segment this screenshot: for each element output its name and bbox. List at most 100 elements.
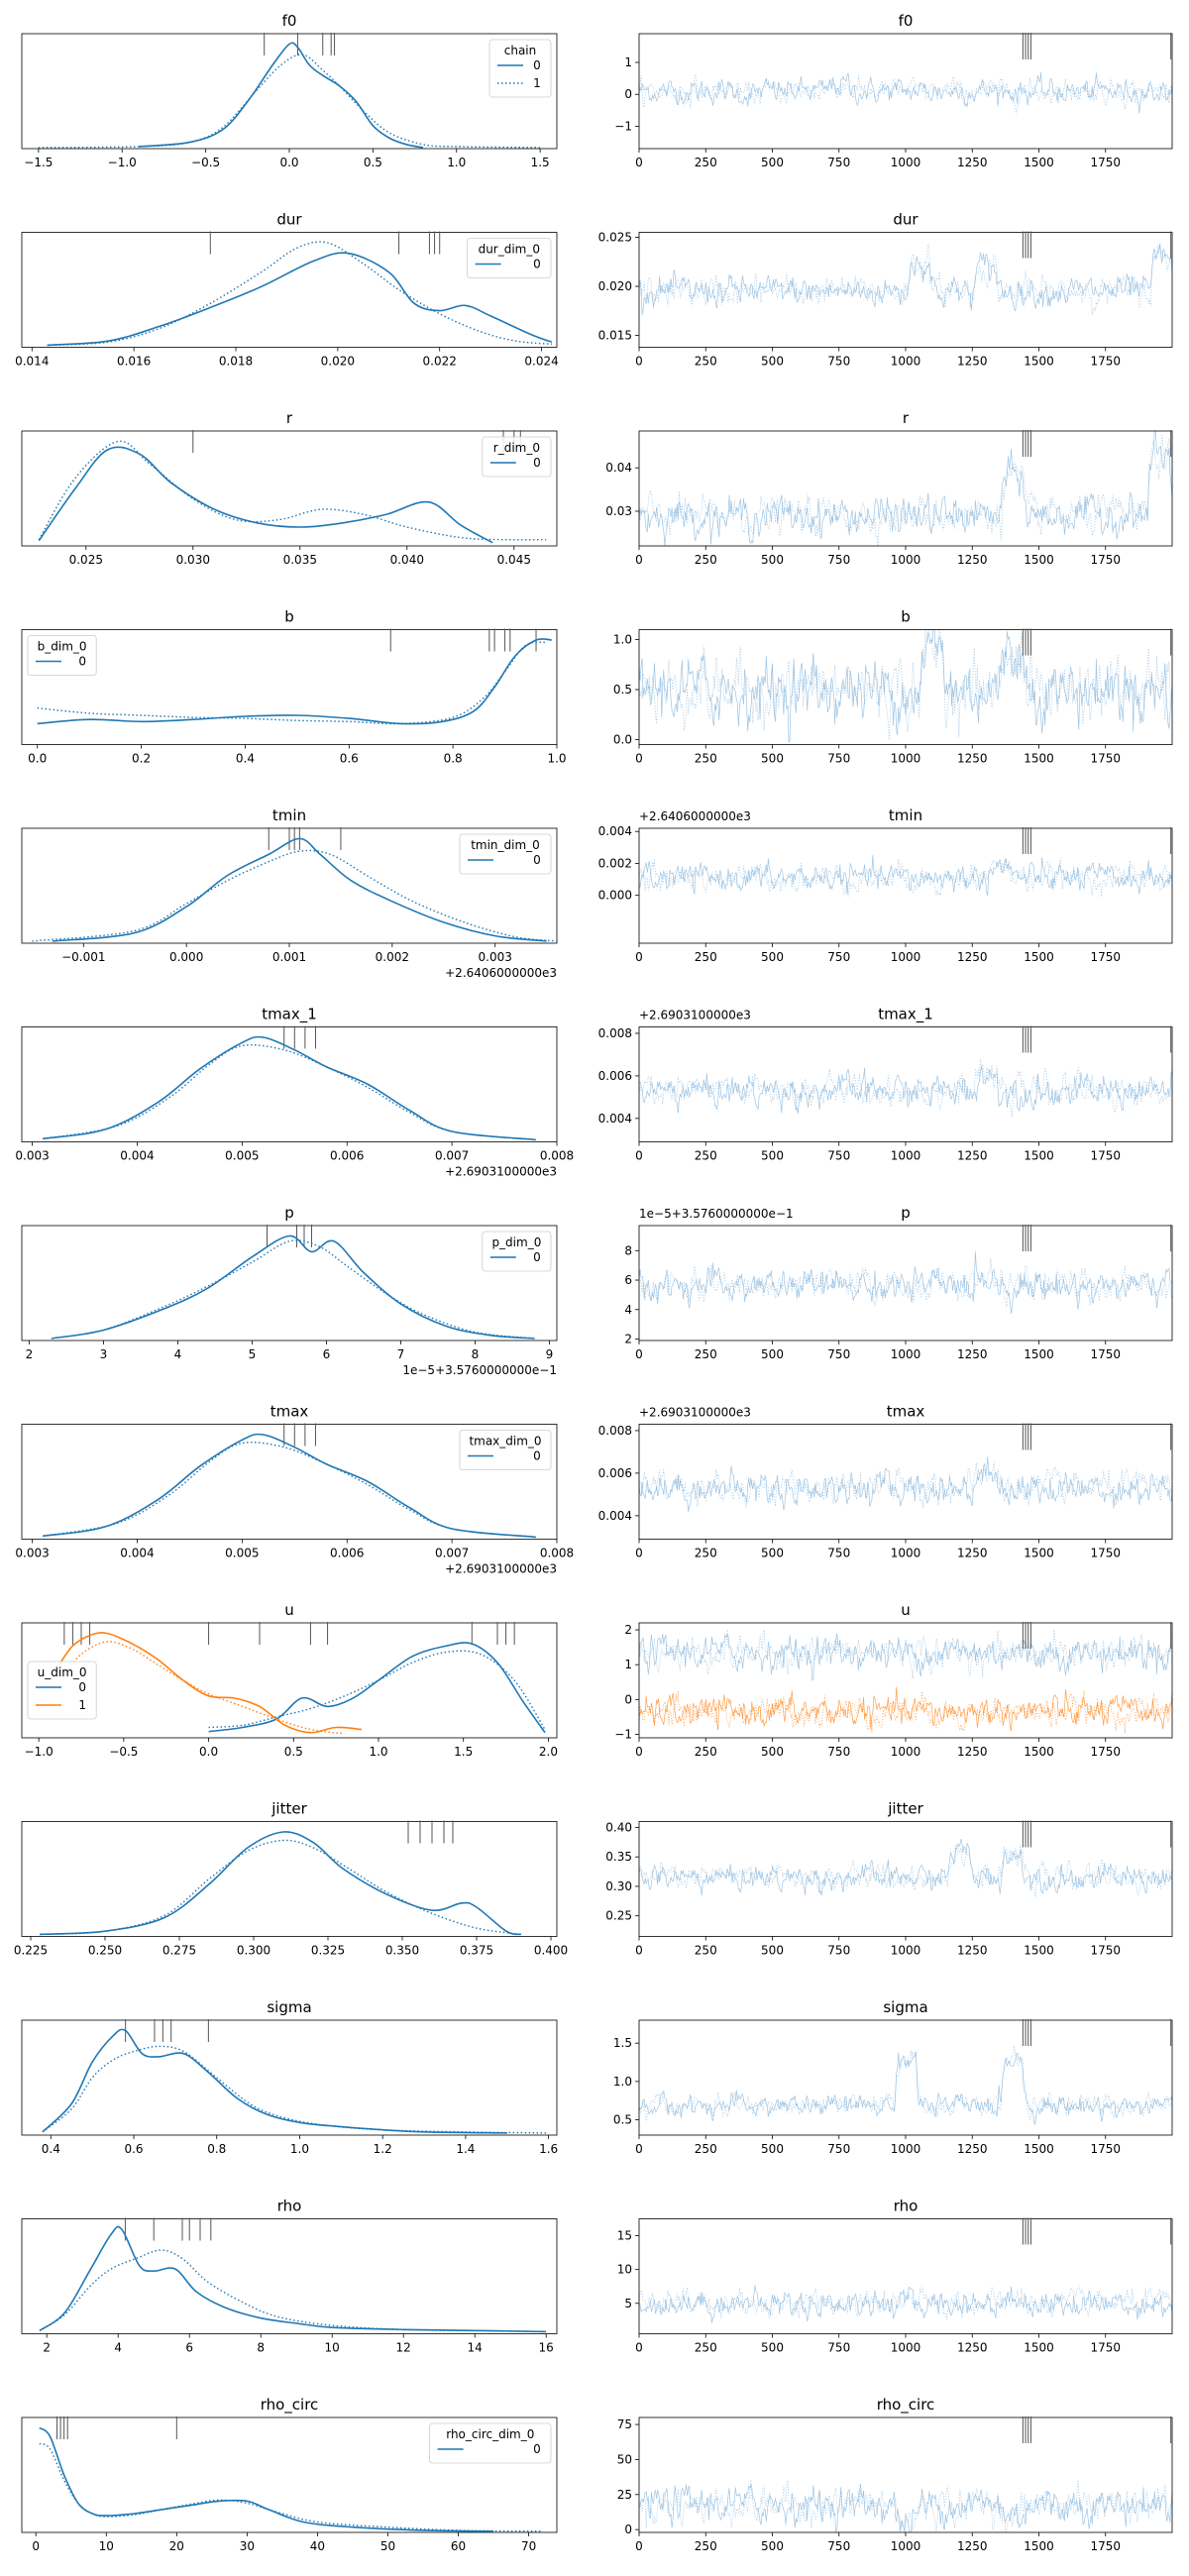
trace-xtick-label: 250	[695, 355, 717, 369]
trace-xtick-label: 750	[827, 2341, 850, 2355]
trace-ytick-label: 1.0	[613, 633, 632, 647]
kde-curve-0	[39, 2225, 547, 2333]
kde-legend: b_dim_00	[27, 635, 97, 676]
kde-xtick-label: −0.5	[109, 1745, 138, 1759]
kde-axes-frame	[21, 232, 558, 348]
kde-curve-1	[58, 1632, 362, 1734]
kde-xtick-label: 0.225	[14, 1944, 48, 1958]
kde-axis-offset: +2.6903100000e3	[445, 1165, 557, 1179]
trace-xtick-label: 1000	[891, 950, 921, 964]
trace-ytick-label: 1	[624, 1658, 632, 1671]
trace-xtick-label: 500	[761, 2341, 784, 2355]
trace-lines	[639, 629, 1172, 743]
kde-xtick-label: 0.008	[540, 1547, 574, 1560]
trace-ytick-label: 5	[624, 2297, 632, 2310]
kde-xtick-label: 0.2	[132, 752, 151, 766]
legend-entry: 0	[78, 1680, 86, 1694]
trace-xtick-label: 750	[827, 2539, 850, 2553]
kde-axes-frame	[21, 1424, 558, 1540]
trace-ytick-label: −1	[614, 1727, 632, 1741]
trace-panel-tmin: tmin +2.6406000000e3 0 250 500 750 1000 1250 150…	[598, 806, 1173, 964]
trace-xtick-label: 500	[761, 355, 784, 369]
kde-title: dur	[276, 211, 302, 229]
kde-axis-offset: +2.6406000000e3	[445, 966, 557, 980]
trace-ytick-label: 0.40	[605, 1820, 632, 1834]
kde-title: rho	[277, 2198, 302, 2215]
trace-xtick-label: 1750	[1090, 950, 1121, 964]
legend-box	[459, 833, 552, 875]
trace-xtick-label: 250	[695, 553, 717, 567]
trace-line-chain-1	[639, 1461, 1172, 1509]
trace-xtick-label: 500	[761, 553, 784, 567]
trace-line-chain-0	[639, 243, 1172, 315]
trace-xtick-label: 750	[827, 553, 850, 567]
trace-xtick-label: 1000	[891, 1745, 921, 1759]
kde-xtick-label: 0.325	[311, 1944, 345, 1958]
trace-xtick-label: 0	[635, 355, 643, 369]
trace-xtick-label: 1750	[1090, 1149, 1121, 1163]
trace-panel-tmax_1: tmax_1 +2.6903100000e3 0 250 500 750 1000 1250 1…	[598, 1006, 1173, 1163]
trace-title: rho_circ	[877, 2396, 935, 2415]
kde-title: r	[286, 409, 293, 427]
trace-xtick-label: 1000	[891, 752, 921, 766]
kde-xtick-label: 16	[539, 2341, 554, 2355]
trace-line-chain-1	[639, 1258, 1172, 1308]
kde-title: p	[284, 1204, 294, 1222]
trace-title: p	[901, 1204, 911, 1222]
kde-xtick-label: 0.020	[321, 355, 355, 369]
legend-entry: 0	[533, 853, 541, 867]
kde-curve-0	[42, 2028, 507, 2134]
kde-xtick-label: 0.001	[272, 950, 306, 964]
trace-xtick-label: 500	[761, 1944, 784, 1958]
kde-xtick-label: 0.000	[169, 950, 203, 964]
kde-curve-0b	[208, 1650, 546, 1730]
trace-line-chain-0	[639, 2285, 1172, 2323]
trace-xtick-label: 1000	[891, 2539, 921, 2553]
kde-curve-0	[208, 1642, 546, 1734]
trace-xtick-label: 1500	[1024, 553, 1054, 567]
kde-title: f0	[282, 12, 297, 30]
kde-legend: u_dim_00 1	[27, 1661, 97, 1720]
trace-xtick-label: 500	[761, 1149, 784, 1163]
legend-title: r_dim_0	[493, 441, 540, 455]
kde-axes-frame	[21, 2218, 558, 2334]
trace-ytick-label: 0.35	[605, 1850, 632, 1864]
kde-xtick-label: 0.018	[219, 355, 253, 369]
trace-xtick-label: 250	[695, 950, 717, 964]
trace-lines	[639, 2479, 1172, 2532]
kde-xtick-label: 0.014	[15, 355, 49, 369]
trace-xtick-label: 1250	[957, 1547, 988, 1560]
kde-legend: dur_dim_00	[467, 238, 552, 278]
kde-title: tmin	[272, 806, 306, 824]
kde-xtick-label: 1.0	[447, 156, 466, 169]
kde-panel-tmin: tmin −0.001 0.000 0.001 0.002 0.003 +2.6406000…	[21, 806, 558, 980]
trace-ytick-label: 0.025	[598, 230, 632, 244]
trace-panel-jitter: jitter 0 250 500 750 1000 1250 1500 1750 0.25 0.30…	[605, 1800, 1173, 1958]
kde-axes-frame	[21, 1225, 558, 1342]
trace-ytick-label: 25	[617, 2488, 632, 2502]
kde-curve-0	[37, 638, 552, 725]
trace-line-chain-1	[639, 1844, 1172, 1899]
trace-axis-offset: +2.6903100000e3	[639, 1009, 751, 1022]
legend-entry: 0	[533, 58, 541, 72]
legend-entry: 1	[78, 1698, 86, 1712]
trace-axis-offset: 1e−5+3.5760000000e−1	[639, 1207, 794, 1221]
trace-xtick-label: 250	[695, 2539, 717, 2553]
trace-axes-frame	[638, 2019, 1173, 2136]
kde-xtick-label: −0.001	[61, 950, 105, 964]
kde-axes-frame	[21, 1622, 558, 1739]
kde-curve-1	[43, 1441, 536, 1539]
trace-lines	[639, 243, 1172, 315]
trace-title: tmax_1	[878, 1006, 933, 1024]
trace-xtick-label: 1750	[1090, 1547, 1121, 1560]
trace-ytick-label: 0	[624, 87, 632, 101]
kde-curve-1b	[63, 1641, 345, 1735]
kde-xtick-label: 0.007	[435, 1547, 469, 1560]
kde-curve-0	[51, 1234, 535, 1340]
trace-xtick-label: 1500	[1024, 355, 1054, 369]
kde-xtick-label: 0	[32, 2539, 40, 2553]
trace-line-chain-0	[639, 2483, 1172, 2532]
